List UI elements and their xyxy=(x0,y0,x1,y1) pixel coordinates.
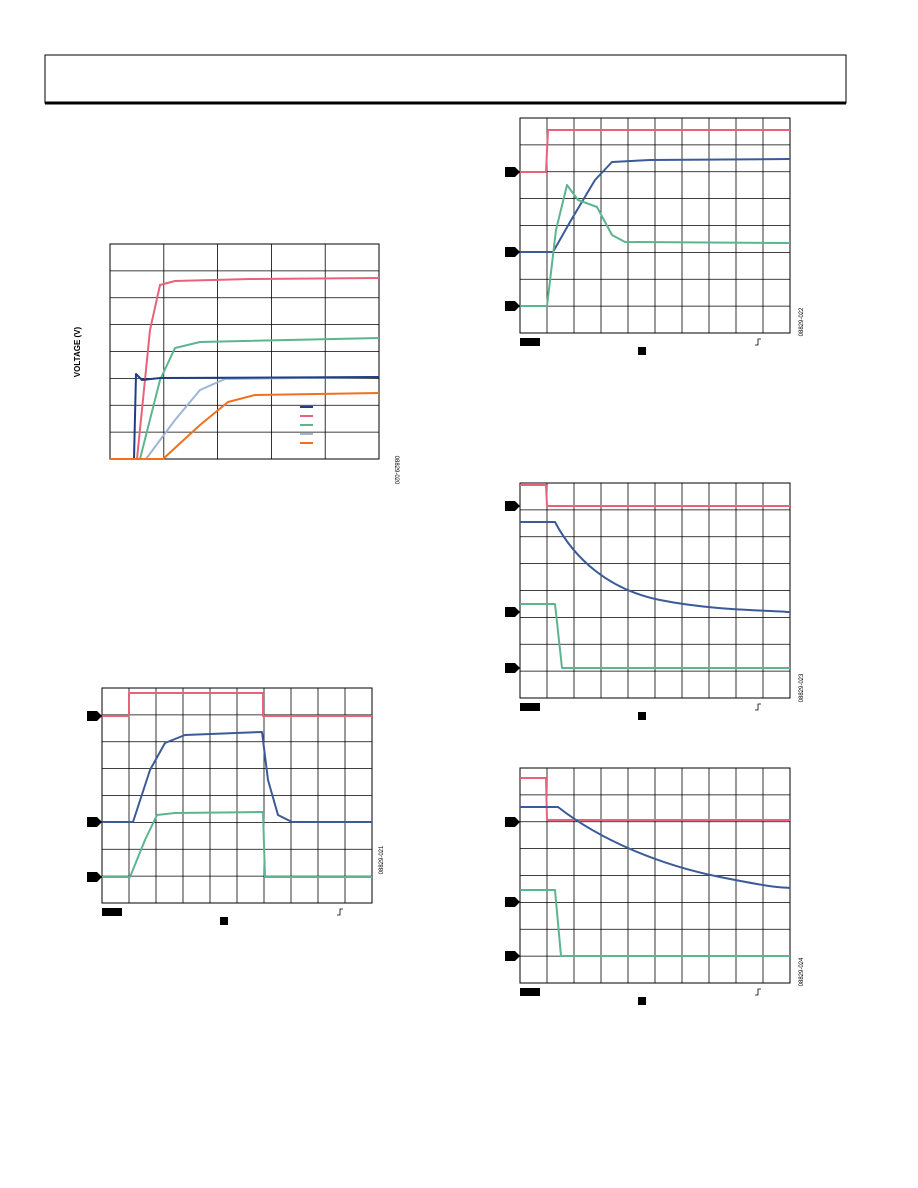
trace xyxy=(520,484,790,507)
channel-marker xyxy=(505,301,520,311)
figure-id: 08829-020 xyxy=(393,456,399,485)
trace xyxy=(520,603,790,669)
plot-frame xyxy=(519,482,791,699)
trace xyxy=(520,521,791,613)
figure-id: 08829-021 xyxy=(379,845,385,874)
channel-marker xyxy=(87,817,102,827)
figure-scope: 08829-023 xyxy=(505,482,805,720)
channel-marker xyxy=(505,663,520,673)
trigger-edge xyxy=(755,703,761,711)
figure-id: 08829-024 xyxy=(799,957,805,986)
grid xyxy=(519,482,791,699)
trigger-marker xyxy=(220,917,228,925)
channel-marker xyxy=(87,872,102,882)
channel-box xyxy=(520,338,540,346)
channel-box xyxy=(520,703,540,711)
plot-frame xyxy=(519,767,791,984)
trace xyxy=(520,184,791,307)
trigger-edge xyxy=(755,988,761,996)
figure-voltage: VOLTAGE (V) 08829-020 xyxy=(73,243,399,485)
trace xyxy=(520,777,790,821)
trace xyxy=(110,392,380,460)
figure-scope: 08829-022 xyxy=(505,117,805,355)
channel-box xyxy=(520,988,540,996)
figure-id: 08829-023 xyxy=(799,673,805,702)
channel-marker xyxy=(505,501,520,511)
trigger-edge xyxy=(337,908,343,916)
grid xyxy=(519,117,791,334)
trigger-marker xyxy=(638,997,646,1005)
channel-box xyxy=(102,908,122,916)
channel-marker xyxy=(87,711,102,721)
channel-marker xyxy=(505,897,520,907)
figure-scope: 08829-024 xyxy=(505,767,805,1005)
figure-id: 08829-022 xyxy=(799,307,805,336)
grid xyxy=(109,243,380,460)
trace xyxy=(520,889,790,957)
channel-marker xyxy=(505,607,520,617)
grid xyxy=(101,687,373,904)
trigger-edge xyxy=(755,338,761,346)
header-box xyxy=(44,54,847,104)
trace xyxy=(102,731,372,823)
plot-frame xyxy=(519,117,791,334)
channel-marker xyxy=(505,951,520,961)
plot-frame xyxy=(101,687,373,904)
channel-marker xyxy=(505,817,520,827)
trigger-marker xyxy=(638,712,646,720)
trace xyxy=(520,129,790,173)
figure-scope: 08829-021 xyxy=(87,687,385,925)
channel-marker xyxy=(505,247,520,257)
trace xyxy=(102,692,372,717)
channel-marker xyxy=(505,167,520,177)
plot-frame xyxy=(109,243,380,460)
y-axis-label: VOLTAGE (V) xyxy=(73,326,82,377)
trace xyxy=(520,806,791,889)
trace xyxy=(102,811,372,878)
trigger-marker xyxy=(638,347,646,355)
